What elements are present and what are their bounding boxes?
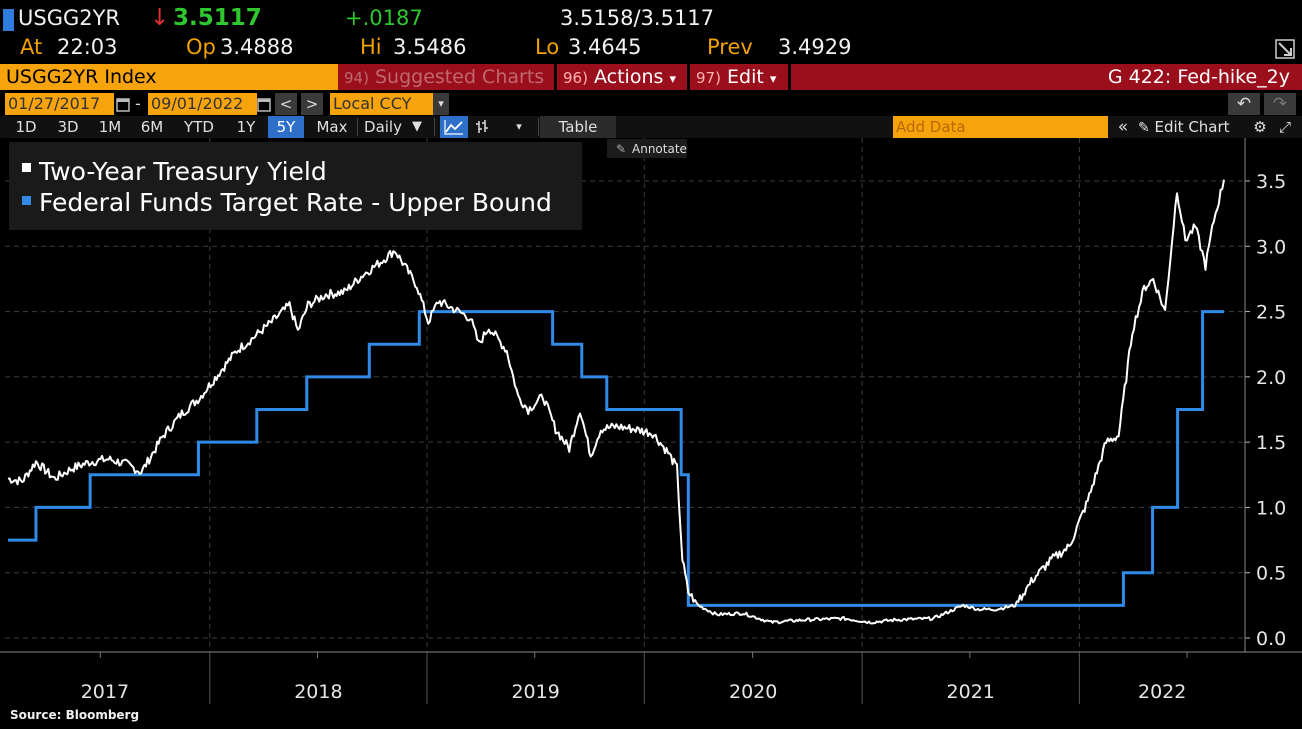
at-label: At <box>20 35 43 59</box>
period-1m[interactable]: 1M <box>98 118 122 136</box>
down-arrow-icon: ↓ <box>150 5 170 31</box>
low-label: Lo <box>535 35 560 59</box>
security-field[interactable]: USGG2YR Index <box>0 64 338 90</box>
actions-label: Actions <box>594 66 664 88</box>
series-fed-funds <box>8 310 1224 607</box>
calendar-icon[interactable] <box>257 96 271 112</box>
edit-menu[interactable]: 97) Edit ▾ <box>690 64 788 90</box>
low-value: 3.4645 <box>568 35 642 59</box>
chart-name: G 422: Fed-hike_2y <box>1107 66 1290 88</box>
date-range-row: 01/27/2017 - 09/01/2022 < > Local CCY ▾ … <box>0 93 1302 115</box>
line-chart-icon[interactable] <box>440 116 468 138</box>
period-6m[interactable]: 6M <box>140 118 164 136</box>
chart-series <box>7 179 1225 625</box>
currency-select[interactable]: Local CCY <box>330 93 433 115</box>
period-1y[interactable]: 1Y <box>236 118 256 136</box>
edit-label: Edit <box>727 66 764 88</box>
chevron-down-icon: ▾ <box>769 72 777 87</box>
prev-value: 3.4929 <box>778 35 852 59</box>
undo-button[interactable]: ↶ <box>1228 93 1260 115</box>
high-label: Hi <box>360 35 382 59</box>
y-tick-label: 1.0 <box>1256 497 1286 519</box>
toolbar: 1D 3D 1M 6M YTD 1Y 5Y Max Daily ▼ ▾ Tabl… <box>0 116 1302 138</box>
period-5y[interactable]: 5Y <box>268 116 304 138</box>
open-label: Op <box>186 35 216 59</box>
period-1d[interactable]: 1D <box>15 118 37 136</box>
expand-icon[interactable] <box>1273 37 1297 61</box>
y-tick-label: 2.5 <box>1256 302 1286 324</box>
x-tick-label: 2022 <box>1138 681 1186 703</box>
add-data-input[interactable]: Add Data <box>893 116 1108 138</box>
high-value: 3.5486 <box>393 35 467 59</box>
prev-period-button[interactable]: < <box>275 93 297 115</box>
y-tick-label: 3.0 <box>1256 236 1286 258</box>
legend-swatch-yield <box>22 163 31 172</box>
calendar-icon[interactable] <box>116 96 130 112</box>
net-change: +.0187 <box>345 6 423 30</box>
legend: Two-Year Treasury Yield Federal Funds Ta… <box>9 142 582 230</box>
period-max[interactable]: Max <box>316 118 348 136</box>
last-price: 3.5117 <box>173 5 262 31</box>
legend-box <box>9 142 582 230</box>
y-tick-label: 0.5 <box>1256 563 1286 585</box>
edit-chart-label: Edit Chart <box>1154 118 1230 136</box>
x-tick-label: 2017 <box>81 681 129 703</box>
next-period-button[interactable]: > <box>301 93 323 115</box>
y-axis: 0.0 0.5 1.0 1.5 2.0 2.5 3.0 3.5 <box>0 138 1302 653</box>
edit-chart-button[interactable]: ✎ Edit Chart <box>1138 116 1242 138</box>
chevron-down-icon: ▾ <box>669 72 676 87</box>
annotate-button[interactable]: ✎ Annotate <box>607 139 687 158</box>
x-tick-label: 2021 <box>947 681 995 703</box>
date-separator: - <box>135 94 141 113</box>
series-two-year-yield <box>7 179 1225 625</box>
security-marker <box>3 9 14 31</box>
suggested-charts-button[interactable]: 94) Suggested Charts <box>338 64 554 90</box>
toolbar-divider <box>434 118 435 136</box>
quote-stats: At 22:03 Op 3.4888 Hi 3.5486 Lo 3.4645 P… <box>0 35 1302 61</box>
chart-type-dropdown-icon[interactable]: ▾ <box>516 120 522 133</box>
chart-name-bar: G 422: Fed-hike_2y <box>791 64 1302 90</box>
table-button[interactable]: Table <box>540 116 616 138</box>
pencil-icon: ✎ <box>616 142 626 156</box>
at-time: 22:03 <box>57 35 118 59</box>
settings-icon[interactable]: ⚙ <box>1253 118 1267 136</box>
prev-label: Prev <box>707 35 753 59</box>
period-3d[interactable]: 3D <box>57 118 79 136</box>
y-tick-label: 1.5 <box>1256 432 1286 454</box>
y-tick-label: 3.5 <box>1256 171 1286 193</box>
chevron-down-icon[interactable]: ▾ <box>433 93 449 115</box>
frequency-dropdown-icon[interactable]: ▼ <box>412 119 422 134</box>
ohlc-chart-icon[interactable] <box>470 116 494 138</box>
redo-button[interactable]: ↷ <box>1264 93 1296 115</box>
start-date-input[interactable]: 01/27/2017 <box>5 93 114 115</box>
ticker: USGG2YR <box>18 6 121 30</box>
x-tick-label: 2020 <box>729 681 777 703</box>
open-value: 3.4888 <box>220 35 294 59</box>
pencil-icon: ✎ <box>1138 120 1150 136</box>
annotate-label: Annotate <box>632 142 687 156</box>
x-tick-label: 2019 <box>511 681 559 703</box>
x-axis: 2017 2018 2019 2020 2021 2022 <box>81 652 1188 704</box>
legend-label-fed: Federal Funds Target Rate - Upper Bound <box>39 188 552 217</box>
toolbar-divider <box>538 118 539 136</box>
end-date-input[interactable]: 09/01/2022 <box>148 93 257 115</box>
toolbar-divider <box>357 118 358 136</box>
fullscreen-icon[interactable]: ⤢ <box>1278 118 1291 136</box>
yield-chart: 0.0 0.5 1.0 1.5 2.0 2.5 3.0 3.5 2017 2018 2019 202… <box>0 138 1302 704</box>
bid-ask: 3.5158/3.5117 <box>560 6 715 30</box>
actions-menu[interactable]: 96) Actions ▾ <box>557 64 687 90</box>
legend-swatch-fed <box>22 196 31 205</box>
y-tick-label: 2.0 <box>1256 367 1286 389</box>
collapse-icon[interactable]: « <box>1117 117 1129 137</box>
header-bar: USGG2YR Index 94) Suggested Charts 96) A… <box>0 64 1302 90</box>
y-tick-label: 0.0 <box>1256 628 1286 650</box>
period-ytd[interactable]: YTD <box>184 118 214 136</box>
legend-label-yield: Two-Year Treasury Yield <box>38 157 327 186</box>
quote-bar: USGG2YR ↓ 3.5117 +.0187 3.5158/3.5117 <box>0 3 1302 33</box>
x-tick-label: 2018 <box>294 681 342 703</box>
source-note: Source: Bloomberg <box>10 708 140 722</box>
frequency-select[interactable]: Daily <box>364 118 402 136</box>
